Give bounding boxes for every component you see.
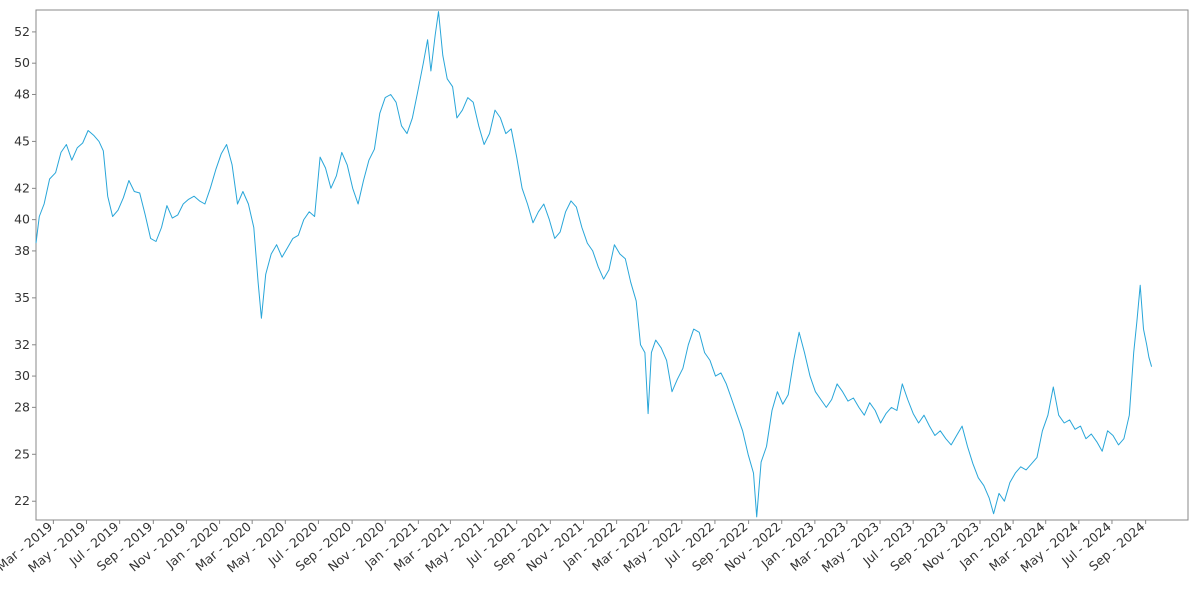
y-axis: 22 25 28 30 32 35 38 40 42 45 48 50 52 [14,24,36,508]
plot-frame [35,9,1189,521]
series-line [35,11,1153,518]
y-tick-label: 42 [14,180,30,195]
y-tick-label: 48 [14,86,30,101]
y-tick-label: 52 [14,24,30,39]
y-tick-label: 45 [14,133,30,148]
y-tick-label: 35 [14,290,30,305]
y-tick-label: 40 [14,212,30,227]
y-tick-label: 30 [14,368,30,383]
y-tick-label: 22 [14,493,30,508]
y-tick-label: 28 [14,399,30,414]
y-tick-label: 50 [14,55,30,70]
y-tick-label: 32 [14,337,30,352]
y-tick-label: 25 [14,446,30,461]
y-tick-label: 38 [14,243,30,258]
